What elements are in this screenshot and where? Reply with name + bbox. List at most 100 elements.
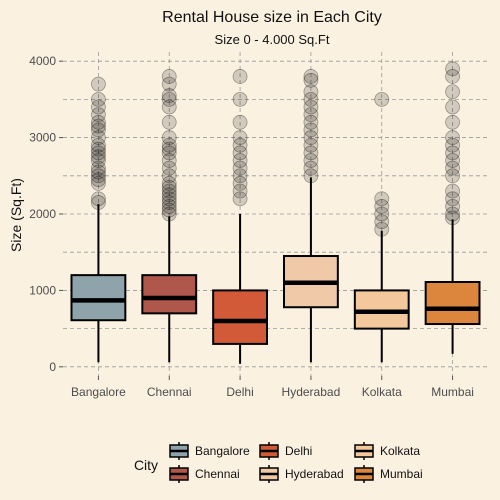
box-iqr [424,281,481,326]
outlier-point [445,160,460,176]
outlier-point [91,145,106,161]
x-tick-label: Delhi [226,385,253,399]
outlier-point [232,160,248,176]
outlier-point [232,191,248,207]
outlier-point [161,179,177,195]
outlier-point [91,168,106,184]
box-iqr [70,274,127,322]
outlier-point [374,91,390,107]
outlier-point [445,99,460,115]
outlier-point [232,137,248,153]
outlier-point [303,145,319,161]
outlier-point [161,91,177,107]
outlier-point [303,72,319,88]
outlier-point [161,153,177,168]
legend-item-hyderabad: Hyderabad [259,465,344,483]
outlier-point [91,99,106,115]
outlier-point [445,198,460,214]
outlier-point [303,107,319,123]
y-tick-label: 2000 [29,207,56,221]
chart-title: Rental House size in Each City [162,9,382,26]
y-axis-label: Size (Sq.Ft) [8,178,24,252]
outlier-point [161,168,177,184]
outlier-point [161,198,177,214]
outlier-point [91,122,106,138]
y-tick-label: 1000 [29,283,56,297]
legend-item-mumbai: Mumbai [354,465,423,483]
outlier-point [91,118,106,134]
outlier-point [91,149,106,165]
x-tick-label: Mumbai [431,385,474,399]
y-tick-label: 3000 [29,131,56,145]
x-tick-label: Hyderabad [282,385,341,399]
outlier-point [374,191,390,207]
outlier-point [91,164,106,180]
outlier-point [161,160,177,176]
outlier-point [161,145,177,161]
x-tick-label: Chennai [147,385,192,399]
outlier-point [445,130,460,145]
legend-label: Hyderabad [285,467,344,481]
legend-item-delhi: Delhi [259,442,312,460]
outlier-point [161,187,177,203]
box-bangalore [70,76,127,363]
outlier-point [374,198,390,214]
x-tick-label: Bangalore [71,385,126,399]
outlier-point [91,172,106,188]
box-iqr [353,289,410,330]
box-iqr [212,289,269,345]
outlier-point [91,91,106,107]
outlier-point [445,153,460,168]
outlier-point [445,168,460,184]
outlier-point [232,69,248,84]
box-delhi [212,69,269,364]
legend-item-bangalore: Bangalore [169,442,250,460]
axes: 0 1000 2000 3000 4000 Bangalore Chennai Delhi Hy… [29,54,474,399]
outlier-point [91,76,106,92]
outlier-point [161,141,177,157]
outlier-point [161,69,177,84]
outlier-point [232,145,248,161]
outlier-point [232,91,248,107]
outlier-point [303,137,319,153]
outlier-point [161,137,177,153]
outlier-point [445,114,460,130]
outlier-point [445,183,460,199]
outlier-point [445,84,460,100]
outlier-point [232,114,248,130]
outlier-point [161,114,177,130]
outlier-point [232,130,248,145]
legend-label: Bangalore [195,444,250,458]
outlier-point [91,107,106,123]
y-tick-label: 0 [49,360,56,374]
outlier-point [303,130,319,145]
outlier-point [91,114,106,130]
outlier-point [303,99,319,115]
outlier-point [445,191,460,207]
outlier-point [445,69,460,84]
outlier-point [161,130,177,145]
box-mumbai [424,61,481,354]
outlier-point [303,153,319,168]
outlier-point [91,130,106,145]
outlier-point [161,191,177,207]
outlier-point [161,176,177,191]
outlier-point [91,141,106,157]
outlier-point [374,206,390,222]
outlier-point [232,153,248,168]
legend-label: Chennai [195,467,240,481]
outlier-point [232,176,248,191]
chart-subtitle: Size 0 - 4.000 Sq.Ft [215,32,330,47]
outlier-point [303,114,319,130]
legend-title: City [134,457,158,473]
outlier-point [91,191,106,207]
outlier-point [303,160,319,176]
box-kolkata [353,91,410,363]
legend-label: Delhi [285,444,312,458]
box-chennai [141,69,198,363]
outlier-point [303,84,319,100]
outlier-point [91,153,106,168]
box-iqr [141,274,198,315]
